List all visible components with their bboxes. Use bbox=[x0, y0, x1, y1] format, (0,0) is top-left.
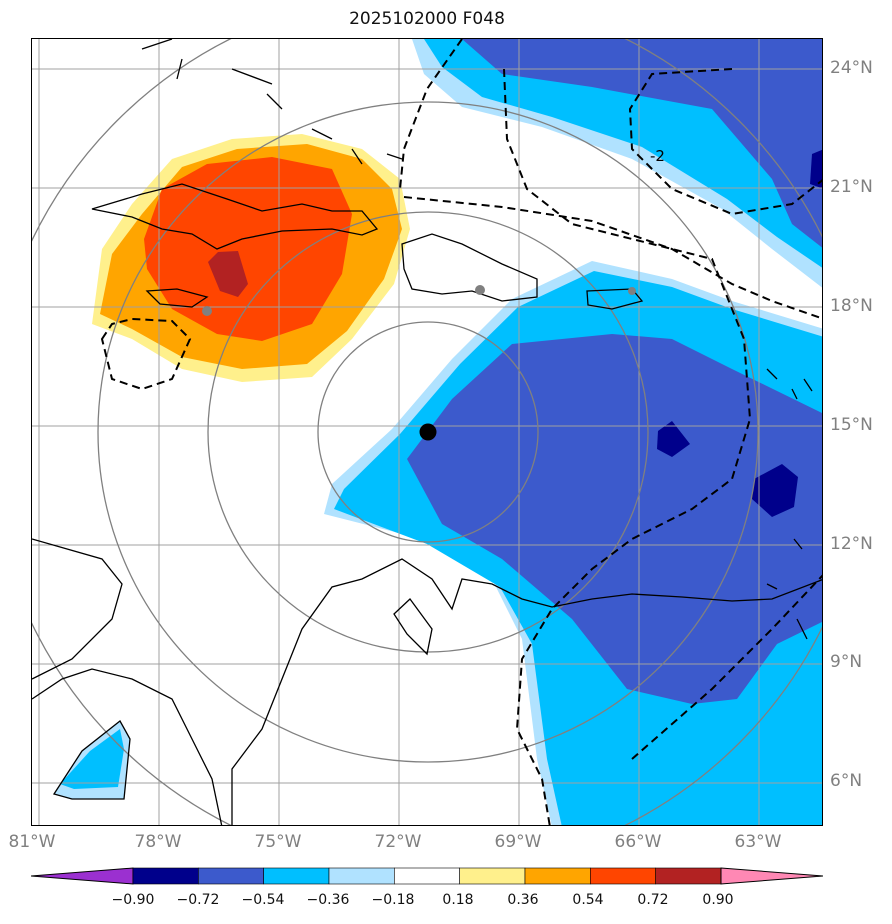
south-america-coast bbox=[32, 558, 822, 825]
colorbar-segment bbox=[132, 867, 199, 885]
dashed-contour-2 bbox=[403, 196, 822, 320]
colorbar bbox=[31, 867, 823, 885]
negative-anomaly-east-0.72-a bbox=[657, 421, 690, 457]
shaded-anomaly-fields bbox=[54, 39, 822, 825]
central-america-coast bbox=[32, 538, 123, 680]
puerto-rico-coast bbox=[586, 288, 644, 310]
cuba-coast bbox=[91, 183, 379, 250]
hispaniola-coast bbox=[401, 233, 538, 302]
positive-anomaly-0.72 bbox=[208, 251, 248, 297]
colorbar-segment bbox=[459, 867, 526, 885]
map-title: 2025102000 F048 bbox=[349, 9, 505, 29]
colorbar-extend-min bbox=[31, 867, 134, 885]
colorbar-tick-label: 0.36 bbox=[507, 892, 539, 908]
lesser-antilles bbox=[766, 368, 813, 640]
bahamas-islands bbox=[141, 39, 403, 165]
station-marker-jamaica bbox=[202, 306, 212, 316]
colorbar-segment bbox=[263, 867, 330, 885]
markers bbox=[202, 285, 636, 441]
colorbar-tick-label: 0.18 bbox=[442, 892, 474, 908]
southwest-island-outline bbox=[52, 720, 131, 800]
colorbar-segments bbox=[31, 867, 823, 885]
lon-label-75w: 75°W bbox=[254, 832, 302, 852]
storm-center-marker bbox=[419, 423, 437, 441]
lat-label-15n: 15°N bbox=[830, 415, 873, 435]
lon-label-63w: 63°W bbox=[734, 832, 782, 852]
dashed-contours bbox=[100, 39, 822, 825]
lon-label-78w: 78°W bbox=[134, 832, 182, 852]
lat-label-12n: 12°N bbox=[830, 534, 873, 554]
lat-label-6n: 6°N bbox=[830, 771, 863, 791]
positive-anomaly-0.54 bbox=[144, 157, 352, 341]
dashed-contour-5 bbox=[100, 317, 192, 391]
lat-label-18n: 18°N bbox=[830, 296, 873, 316]
negative-anomaly-east-0.72-b bbox=[752, 464, 798, 517]
dashed-contour-6 bbox=[631, 574, 822, 760]
dashed-contour-3 bbox=[503, 68, 752, 825]
colorbar-tick-label: −0.54 bbox=[241, 892, 285, 908]
negative-anomaly-top-0.54 bbox=[462, 39, 822, 248]
colorbar-tick-label: −0.36 bbox=[306, 892, 350, 908]
colorbar-segment bbox=[655, 867, 722, 885]
station-marker-hispaniola bbox=[475, 285, 485, 295]
lat-label-21n: 21°N bbox=[830, 177, 873, 197]
anomaly-map: -2 bbox=[32, 39, 822, 825]
lon-label-72w: 72°W bbox=[374, 832, 422, 852]
colorbar-tick-label: 0.72 bbox=[637, 892, 669, 908]
colorbar-tick-label: −0.72 bbox=[176, 892, 220, 908]
lat-label-24n: 24°N bbox=[830, 58, 873, 78]
negative-anomaly-southwest-inner bbox=[60, 729, 124, 789]
colorbar-segment bbox=[198, 867, 264, 885]
colorbar-segment bbox=[590, 867, 656, 885]
negative-anomaly-top-0.72 bbox=[810, 149, 822, 189]
lon-label-66w: 66°W bbox=[614, 832, 662, 852]
colorbar-segment bbox=[328, 867, 395, 885]
colorbar-extend-max bbox=[720, 867, 823, 885]
maracaibo-lake bbox=[393, 598, 433, 656]
jamaica-coast bbox=[145, 288, 209, 308]
graticule bbox=[32, 39, 822, 825]
colorbar-tick-label: 0.90 bbox=[702, 892, 734, 908]
lat-label-9n: 9°N bbox=[830, 652, 863, 672]
colorbar-tick-label: −0.90 bbox=[111, 892, 155, 908]
colorbar-tick-label: −0.18 bbox=[371, 892, 415, 908]
dashed-contour-1 bbox=[399, 39, 463, 190]
lon-label-81w: 81°W bbox=[8, 832, 56, 852]
colorbar-segment bbox=[524, 867, 591, 885]
map-panel: -2 bbox=[31, 38, 823, 826]
dashed-contour-4 bbox=[628, 68, 822, 216]
lon-label-69w: 69°W bbox=[494, 832, 542, 852]
colorbar-tick-label: 0.54 bbox=[572, 892, 604, 908]
coastlines bbox=[32, 39, 822, 825]
colorbar-segment bbox=[394, 867, 460, 885]
station-marker-puerto-rico bbox=[628, 287, 636, 295]
contour-value-label: -2 bbox=[650, 147, 665, 165]
